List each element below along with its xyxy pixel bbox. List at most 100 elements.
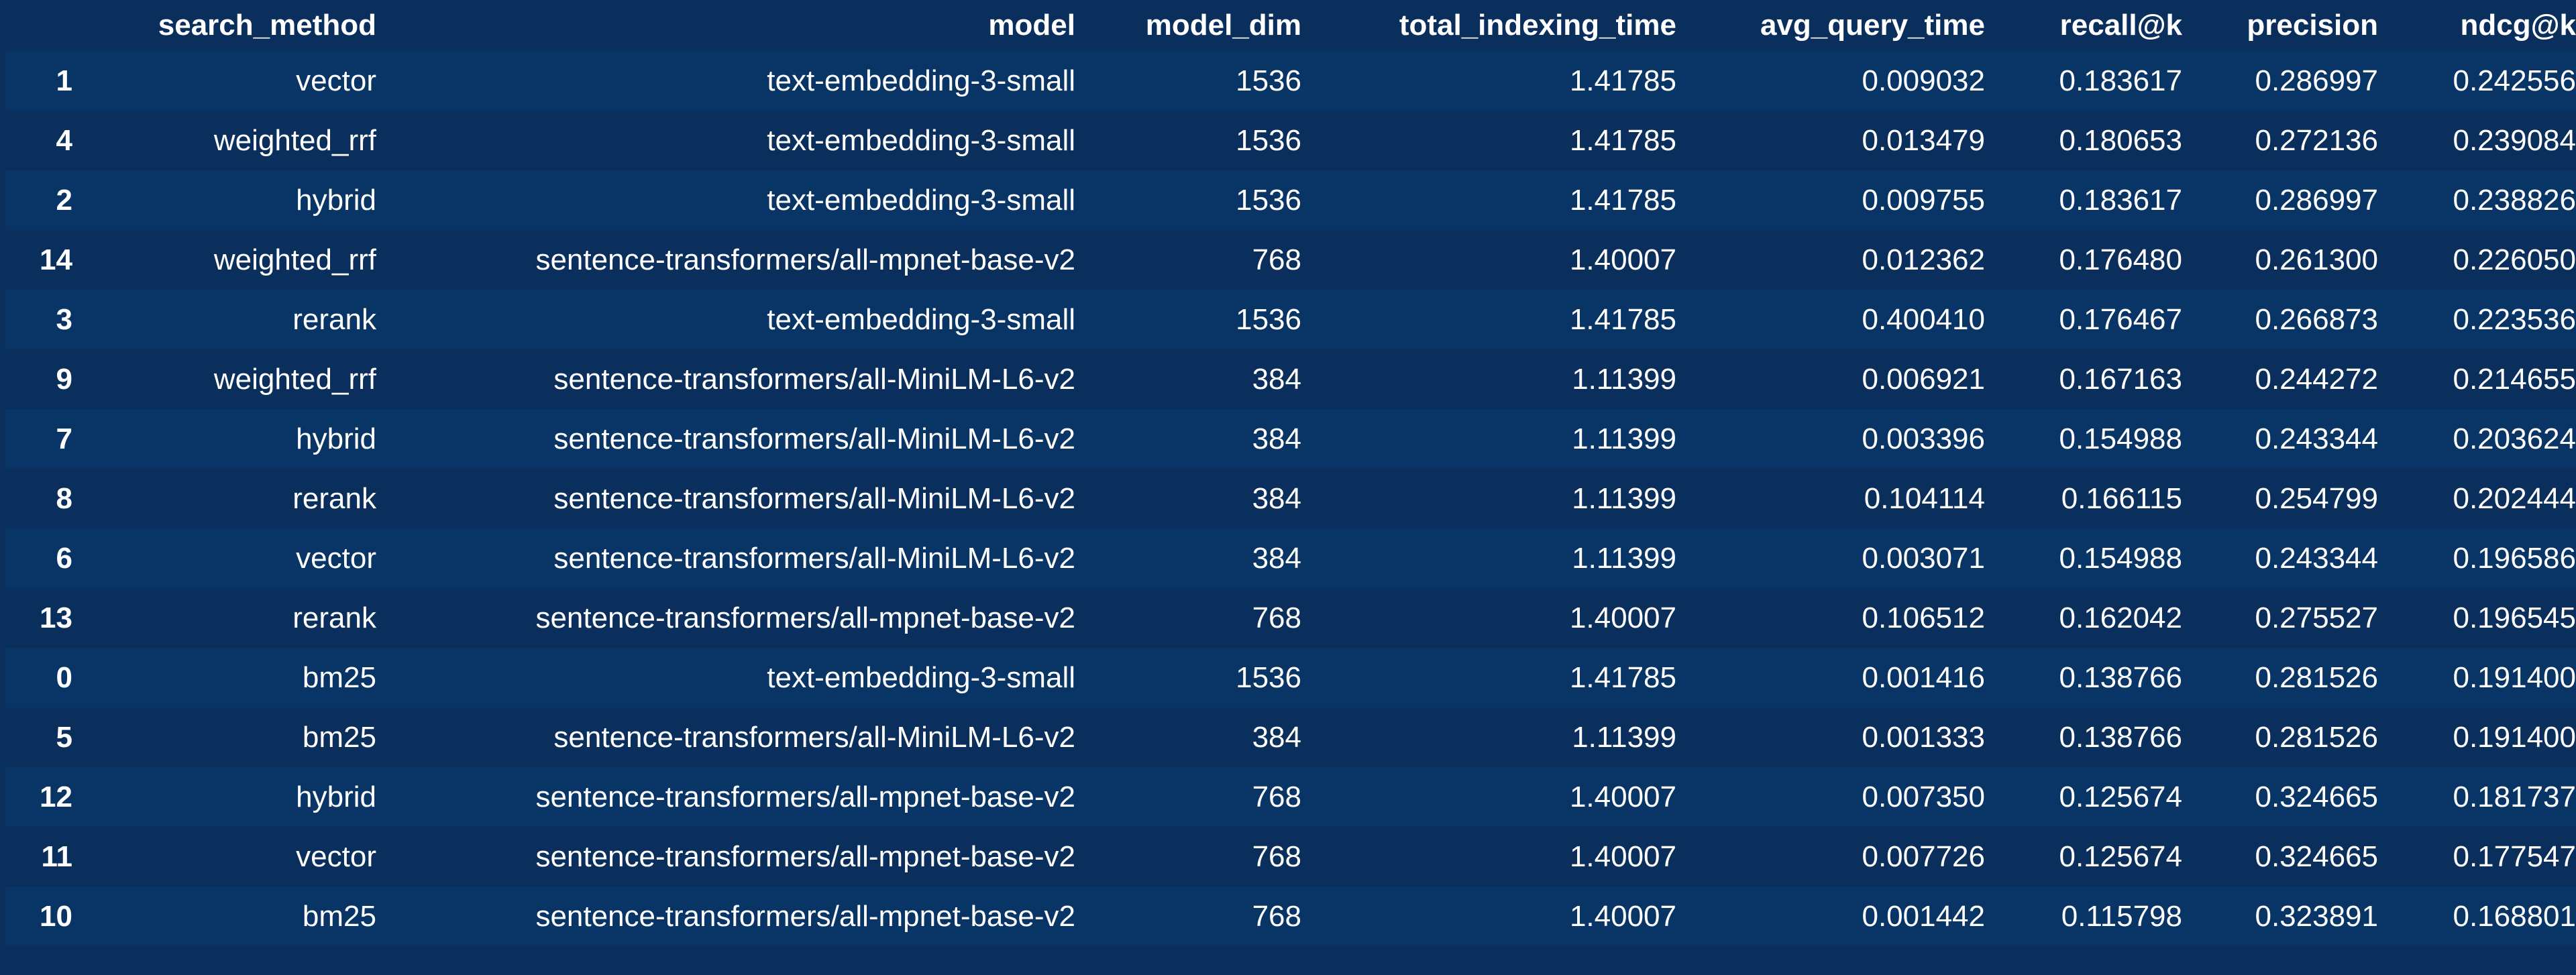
model-cell: text-embedding-3-small bbox=[767, 661, 1075, 694]
table-body: 1 vector text-embedding-3-small 1536 1.41785… bbox=[5, 51, 2576, 946]
row-index-cell: 11 bbox=[41, 840, 72, 873]
model-dim-cell: 1536 bbox=[1236, 302, 1301, 336]
table-row: 14 weighted_rrf sentence-transformers/all-… bbox=[5, 230, 2576, 290]
avg-query-time-cell: 0.009032 bbox=[1862, 64, 1985, 97]
row-index-cell: 0 bbox=[56, 661, 72, 694]
recall-at-k-cell: 0.167163 bbox=[2059, 362, 2182, 396]
precision-cell: 0.286997 bbox=[2255, 183, 2378, 217]
total-indexing-time-cell: 1.41785 bbox=[1569, 183, 1676, 217]
total-indexing-time-cell: 1.40007 bbox=[1569, 601, 1676, 634]
model-dim-cell: 1536 bbox=[1236, 123, 1301, 157]
search-method-cell: hybrid bbox=[296, 183, 376, 217]
header-precision: precision bbox=[2247, 9, 2378, 42]
model-cell: sentence-transformers/all-MiniLM-L6-v2 bbox=[553, 481, 1075, 515]
table-row: 8 rerank sentence-transformers/all-MiniLM-… bbox=[5, 469, 2576, 528]
table-row: 9 weighted_rrf sentence-transformers/all-M… bbox=[5, 349, 2576, 409]
table-row: 7 hybrid sentence-transformers/all-MiniLM-… bbox=[5, 409, 2576, 469]
model-dim-cell: 384 bbox=[1252, 541, 1301, 575]
total-indexing-time-cell: 1.11399 bbox=[1572, 720, 1676, 754]
search-method-cell: hybrid bbox=[296, 422, 376, 455]
header-model: model bbox=[988, 9, 1075, 42]
model-dim-cell: 768 bbox=[1252, 243, 1301, 276]
recall-at-k-cell: 0.183617 bbox=[2059, 183, 2182, 217]
model-cell: text-embedding-3-small bbox=[767, 183, 1075, 217]
table-row: 10 bm25 sentence-transformers/all-mpnet-ba… bbox=[5, 886, 2576, 946]
model-dim-cell: 384 bbox=[1252, 720, 1301, 754]
model-dim-cell: 768 bbox=[1252, 899, 1301, 933]
search-method-cell: rerank bbox=[292, 601, 376, 634]
ndcg-at-k-cell: 0.181737 bbox=[2453, 780, 2576, 813]
recall-at-k-cell: 0.115798 bbox=[2061, 899, 2182, 933]
table-header: search_method model model_dim total_inde… bbox=[5, 0, 2576, 51]
search-method-cell: weighted_rrf bbox=[213, 362, 376, 396]
model-cell: sentence-transformers/all-mpnet-base-v2 bbox=[535, 601, 1075, 634]
total-indexing-time-cell: 1.11399 bbox=[1572, 362, 1676, 396]
search-method-cell: hybrid bbox=[296, 780, 376, 813]
avg-query-time-cell: 0.400410 bbox=[1862, 302, 1985, 336]
search-method-cell: bm25 bbox=[302, 899, 376, 933]
avg-query-time-cell: 0.104114 bbox=[1864, 481, 1985, 515]
ndcg-at-k-cell: 0.242556 bbox=[2453, 64, 2576, 97]
ndcg-at-k-cell: 0.191400 bbox=[2453, 720, 2576, 754]
row-index-cell: 8 bbox=[56, 481, 72, 515]
total-indexing-time-cell: 1.40007 bbox=[1569, 243, 1676, 276]
model-dim-cell: 1536 bbox=[1236, 661, 1301, 694]
row-index-cell: 12 bbox=[40, 780, 72, 813]
precision-cell: 0.286997 bbox=[2255, 64, 2378, 97]
table-row: 3 rerank text-embedding-3-small 1536 1.41785… bbox=[5, 290, 2576, 349]
precision-cell: 0.281526 bbox=[2255, 720, 2378, 754]
row-index-cell: 13 bbox=[40, 601, 72, 634]
ndcg-at-k-cell: 0.177547 bbox=[2453, 840, 2576, 873]
total-indexing-time-cell: 1.40007 bbox=[1569, 840, 1676, 873]
precision-cell: 0.281526 bbox=[2255, 661, 2378, 694]
model-cell: sentence-transformers/all-mpnet-base-v2 bbox=[535, 243, 1075, 276]
header-index bbox=[5, 0, 72, 51]
search-method-cell: weighted_rrf bbox=[213, 123, 376, 157]
avg-query-time-cell: 0.013479 bbox=[1862, 123, 1985, 157]
ndcg-at-k-cell: 0.191400 bbox=[2453, 661, 2576, 694]
table-row: 2 hybrid text-embedding-3-small 1536 1.41785… bbox=[5, 170, 2576, 230]
table-row: 13 rerank sentence-transformers/all-mpnet-… bbox=[5, 588, 2576, 648]
table-row: 6 vector sentence-transformers/all-MiniLM-… bbox=[5, 528, 2576, 588]
avg-query-time-cell: 0.003071 bbox=[1862, 541, 1985, 575]
total-indexing-time-cell: 1.40007 bbox=[1569, 780, 1676, 813]
precision-cell: 0.323891 bbox=[2255, 899, 2378, 933]
search-method-cell: bm25 bbox=[302, 720, 376, 754]
search-method-cell: bm25 bbox=[302, 661, 376, 694]
recall-at-k-cell: 0.180653 bbox=[2059, 123, 2182, 157]
precision-cell: 0.272136 bbox=[2255, 123, 2378, 157]
recall-at-k-cell: 0.162042 bbox=[2059, 601, 2182, 634]
avg-query-time-cell: 0.001416 bbox=[1862, 661, 1985, 694]
model-dim-cell: 384 bbox=[1252, 422, 1301, 455]
model-cell: sentence-transformers/all-MiniLM-L6-v2 bbox=[553, 362, 1075, 396]
row-index-cell: 4 bbox=[56, 123, 72, 157]
model-cell: sentence-transformers/all-mpnet-base-v2 bbox=[535, 840, 1075, 873]
recall-at-k-cell: 0.154988 bbox=[2059, 541, 2182, 575]
row-index-cell: 2 bbox=[56, 183, 72, 217]
row-index-cell: 1 bbox=[56, 64, 72, 97]
recall-at-k-cell: 0.176467 bbox=[2059, 302, 2182, 336]
row-index-cell: 9 bbox=[56, 362, 72, 396]
ndcg-at-k-cell: 0.238826 bbox=[2453, 183, 2576, 217]
precision-cell: 0.243344 bbox=[2255, 541, 2378, 575]
table-row: 1 vector text-embedding-3-small 1536 1.41785… bbox=[5, 51, 2576, 111]
header-search-method: search_method bbox=[158, 9, 376, 42]
search-method-cell: weighted_rrf bbox=[213, 243, 376, 276]
precision-cell: 0.324665 bbox=[2255, 780, 2378, 813]
row-index-cell: 7 bbox=[56, 422, 72, 455]
header-model-dim: model_dim bbox=[1145, 9, 1301, 42]
model-cell: sentence-transformers/all-mpnet-base-v2 bbox=[535, 899, 1075, 933]
avg-query-time-cell: 0.001333 bbox=[1862, 720, 1985, 754]
model-cell: sentence-transformers/all-MiniLM-L6-v2 bbox=[553, 720, 1075, 754]
model-cell: sentence-transformers/all-MiniLM-L6-v2 bbox=[553, 422, 1075, 455]
ndcg-at-k-cell: 0.223536 bbox=[2453, 302, 2576, 336]
model-dim-cell: 384 bbox=[1252, 362, 1301, 396]
model-dim-cell: 768 bbox=[1252, 601, 1301, 634]
search-method-cell: vector bbox=[296, 541, 376, 575]
model-dim-cell: 768 bbox=[1252, 840, 1301, 873]
ndcg-at-k-cell: 0.239084 bbox=[2453, 123, 2576, 157]
row-index-cell: 14 bbox=[40, 243, 72, 276]
ndcg-at-k-cell: 0.196545 bbox=[2453, 601, 2576, 634]
precision-cell: 0.266873 bbox=[2255, 302, 2378, 336]
model-cell: sentence-transformers/all-mpnet-base-v2 bbox=[535, 780, 1075, 813]
